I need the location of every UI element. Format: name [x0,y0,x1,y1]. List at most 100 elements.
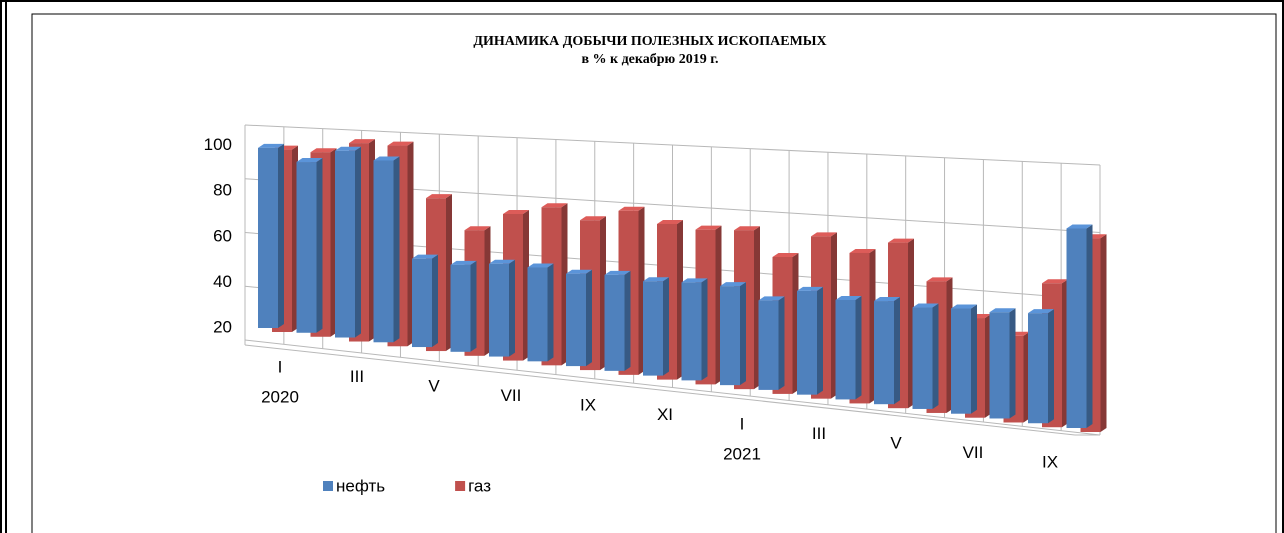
x-tick-label: I [278,357,283,376]
legend-swatch [323,481,333,491]
bar-top [758,296,785,301]
bar [1066,228,1087,428]
bar-top [1042,279,1068,284]
bar [681,282,702,381]
bar [412,258,432,348]
bar [527,267,548,362]
bar-top [450,260,477,265]
y-tick-label: 100 [204,135,232,154]
bar [720,286,740,386]
bar [912,307,933,409]
bar [758,300,779,390]
bar [874,301,894,405]
chart-title: ДИНАМИКА ДОБЫЧИ ПОЛЕЗНЫХ ИСКОПАЕМЫХ [473,34,826,49]
x-tick-label: III [812,424,826,443]
bar [373,160,394,343]
bar [835,300,856,400]
y-tick-label: 40 [213,272,232,291]
x-tick-label: VII [501,386,522,405]
bar-top [874,297,900,302]
bar-side [932,303,939,409]
bar-side [701,278,708,381]
bar-side [624,270,631,371]
bar-top [951,304,977,309]
bar-top [849,248,876,253]
bar-top [926,277,953,282]
bar [1028,313,1048,424]
bar-top [464,226,491,231]
bar-top [258,143,284,148]
x-tick-label: XI [657,405,673,424]
bar [335,150,355,338]
bar [450,264,471,352]
bar-top [604,270,631,275]
x-tick-label: VII [963,443,984,462]
bar-top [503,210,529,214]
bar-side [663,277,669,376]
x-tick-label: IX [1042,453,1058,472]
bar-side [1009,308,1016,419]
bar-side [971,304,977,414]
bar-top [349,139,375,144]
bar-top [426,194,452,199]
x-tick-label: I [740,415,745,434]
bar [604,274,625,371]
bar-top [335,146,361,151]
bar [643,281,663,376]
bar [989,312,1010,419]
bar-top [643,277,669,282]
bar-top [412,254,438,259]
bar-side [740,282,746,386]
chart-frame [31,13,1277,533]
bar [296,162,317,333]
bar-top [387,141,414,146]
bar-side [1086,224,1093,428]
bar-side [1100,234,1107,432]
bar [951,308,971,414]
bar-side [393,156,400,343]
bar-top [835,296,862,301]
bar-side [355,146,361,338]
chart-subtitle: в % к декабрю 2019 г. [581,52,718,67]
bar-side [509,259,515,357]
x-tick-label: V [428,377,440,396]
bar-top [811,232,837,237]
bar-top [1066,224,1093,229]
bar-top [489,259,515,264]
x-tick-label: III [350,367,364,386]
x-year-label: 2020 [261,387,299,406]
bar-side [778,296,785,390]
bar [489,263,509,357]
bar-side [1048,309,1054,424]
bar-side [432,254,438,348]
bar-top [1028,309,1054,314]
bar-side [470,260,477,352]
x-year-label: 2021 [723,445,761,464]
bar-top [580,216,606,221]
bar-top [720,282,746,287]
bar [258,147,278,328]
bar [566,273,586,367]
bar-top [772,252,799,257]
bar [797,290,817,395]
floor-edge [244,344,1076,436]
legend-label: газ [468,476,491,495]
bar-side [586,269,592,367]
legend-label: нефть [336,476,385,495]
bar-top [296,158,323,163]
bar-side [278,143,284,328]
x-tick-label: IX [580,396,596,415]
bar-top [541,203,568,208]
bar-top [797,286,823,291]
bar-top [695,225,722,230]
bar-side [817,286,823,395]
bar-side [547,263,554,362]
bar-top [681,278,708,283]
bar-top [566,269,592,274]
bar-top [527,263,554,268]
y-tick-label: 20 [213,317,232,336]
legend-swatch [455,481,466,491]
bar-top [657,219,683,224]
